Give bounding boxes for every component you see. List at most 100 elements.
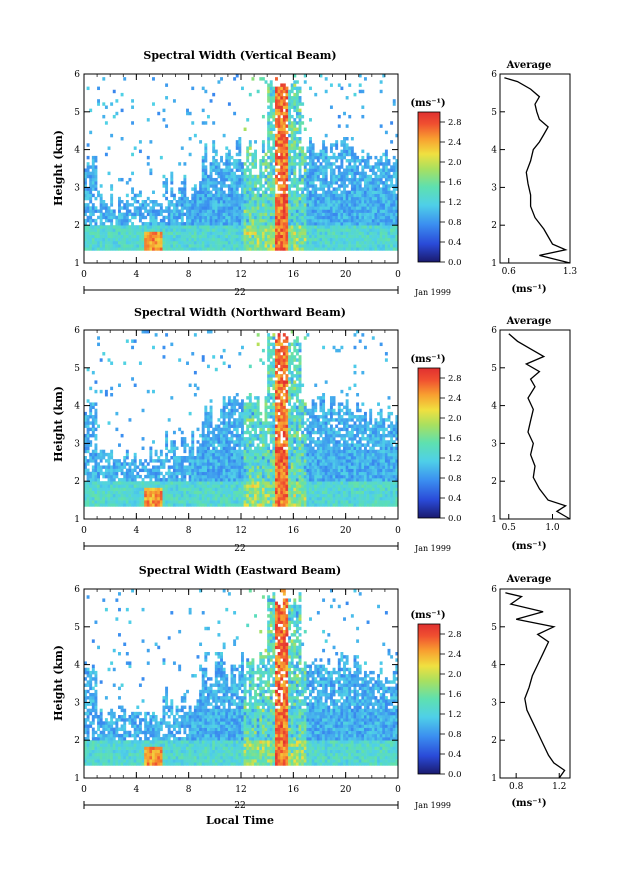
- heatmap-cell: [233, 474, 237, 479]
- heatmap-cell: [233, 193, 237, 198]
- heatmap-cell: [206, 240, 210, 245]
- heatmap-cell: [311, 165, 315, 169]
- heatmap-cell: [280, 140, 284, 144]
- heatmap-cell: [235, 212, 239, 217]
- heatmap-cell: [115, 503, 119, 507]
- heatmap-cell: [227, 427, 231, 432]
- heatmap-cell: [387, 237, 391, 242]
- heatmap-cell: [235, 174, 239, 179]
- heatmap-cell: [251, 162, 255, 166]
- heatmap-cell: [94, 446, 98, 450]
- heatmap-cell: [345, 200, 349, 204]
- heatmap-cell: [366, 193, 370, 198]
- heatmap-cell: [133, 247, 137, 251]
- heatmap-cell: [264, 234, 268, 239]
- heatmap-cell: [371, 171, 375, 176]
- heatmap-cell: [204, 187, 208, 191]
- heatmap-cell: [371, 181, 375, 185]
- heatmap-cell: [102, 234, 106, 239]
- heatmap-cell: [241, 168, 244, 172]
- heatmap-cell: [186, 247, 189, 251]
- heatmap-cell: [235, 177, 239, 182]
- heatmap-cell: [175, 456, 179, 460]
- heatmap-cell: [233, 443, 237, 447]
- heatmap-cell: [275, 96, 278, 100]
- avg-y-tick-label: 1: [491, 259, 497, 269]
- heatmap-cell: [267, 105, 271, 109]
- heatmap-cell: [309, 149, 312, 154]
- heatmap-cell: [309, 152, 312, 157]
- heatmap-cell: [256, 459, 260, 463]
- heatmap-cell: [254, 222, 257, 226]
- heatmap-cell: [382, 231, 386, 235]
- heatmap-cell: [107, 209, 111, 213]
- heatmap-cell: [115, 468, 119, 473]
- heatmap-cell: [89, 408, 93, 413]
- heatmap-cell: [332, 171, 336, 176]
- heatmap-cell: [89, 190, 93, 194]
- heatmap-cell: [191, 446, 195, 450]
- heatmap-cell: [350, 193, 354, 198]
- heatmap-cell: [227, 237, 231, 242]
- heatmap-cell: [379, 218, 383, 223]
- heatmap-cell: [118, 247, 121, 251]
- heatmap-cell: [353, 196, 357, 201]
- heatmap-cell: [361, 165, 365, 169]
- heatmap-cell: [251, 225, 255, 229]
- heatmap-cell: [214, 165, 218, 169]
- heatmap-cell: [369, 181, 373, 185]
- heatmap-cell: [306, 240, 310, 245]
- heatmap-cell: [243, 443, 247, 447]
- heatmap-cell: [259, 421, 263, 425]
- heatmap-cell: [348, 203, 352, 207]
- heatmap-cell: [220, 244, 223, 248]
- heatmap-cell: [89, 493, 93, 498]
- heatmap-cell: [235, 206, 239, 210]
- heatmap-cell: [350, 247, 354, 251]
- heatmap-cell: [238, 137, 242, 141]
- heatmap-cell: [123, 222, 127, 226]
- heatmap-cell: [212, 143, 216, 147]
- heatmap-cell: [277, 225, 281, 229]
- heatmap-cell: [290, 155, 294, 160]
- heatmap-cell: [269, 203, 273, 207]
- heatmap-cell: [84, 228, 87, 232]
- heatmap-cell: [238, 459, 242, 463]
- heatmap-cell: [175, 247, 179, 251]
- heatmap-cell: [136, 465, 140, 469]
- heatmap-cell: [227, 503, 231, 507]
- heatmap-cell: [395, 174, 399, 179]
- heatmap-cell: [86, 484, 90, 488]
- heatmap-cell: [146, 474, 150, 479]
- heatmap-cell: [120, 496, 124, 501]
- heatmap-cell: [243, 446, 247, 450]
- heatmap-cell: [259, 471, 263, 476]
- heatmap-cell: [377, 159, 380, 163]
- heatmap-cell: [269, 225, 273, 229]
- heatmap-cell: [329, 174, 333, 179]
- heatmap-cell: [201, 184, 205, 188]
- heatmap-cell: [248, 399, 252, 403]
- heatmap-cell: [170, 465, 174, 469]
- heatmap-cell: [217, 459, 221, 463]
- heatmap-cell: [288, 155, 292, 160]
- heatmap-cell: [251, 200, 255, 204]
- heatmap-cell: [214, 196, 218, 201]
- heatmap-cell: [204, 240, 208, 245]
- heatmap-cell: [382, 165, 386, 169]
- heatmap-cell: [97, 487, 100, 491]
- heatmap-cell: [146, 244, 150, 248]
- heatmap-cell: [324, 203, 328, 207]
- heatmap-cell: [123, 478, 127, 482]
- heatmap-cell: [175, 500, 179, 504]
- heatmap-cell: [348, 168, 352, 172]
- heatmap-cell: [162, 462, 166, 466]
- heatmap-cell: [295, 96, 299, 100]
- heatmap-cell: [314, 92, 318, 97]
- heatmap-cell: [293, 196, 297, 201]
- heatmap-cell: [162, 193, 166, 198]
- heatmap-cell: [230, 181, 234, 185]
- heatmap-cell: [233, 418, 237, 422]
- heatmap-cell: [227, 399, 231, 403]
- heatmap-cell: [209, 231, 213, 235]
